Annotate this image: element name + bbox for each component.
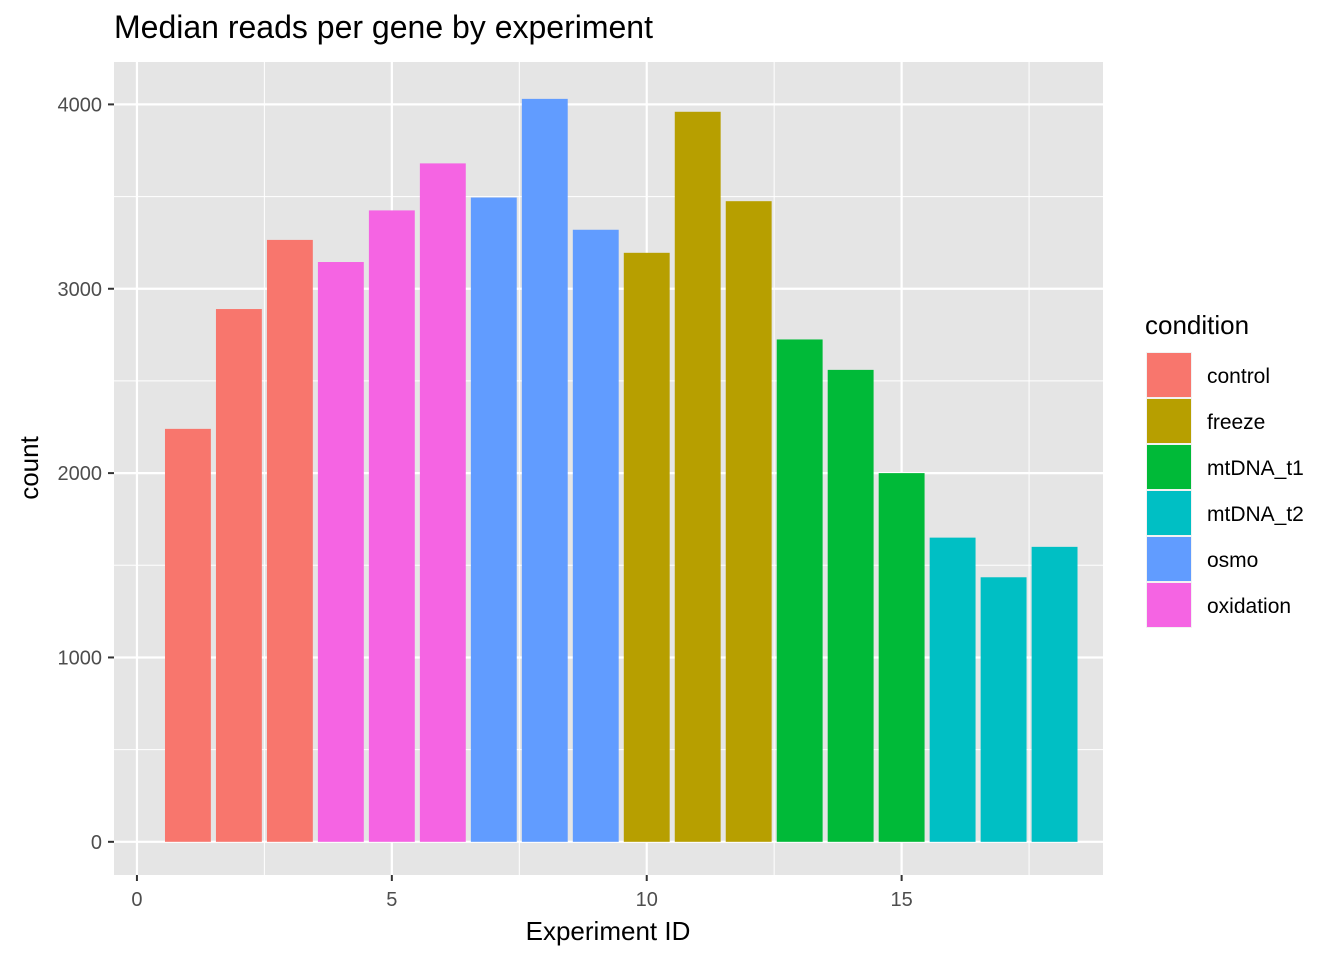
x-axis: 0 5 10 15 (131, 875, 913, 911)
y-tick-label: 3000 (58, 279, 103, 301)
x-tick-label: 15 (891, 889, 913, 911)
legend-swatch-mtDNA_t2 (1147, 491, 1191, 535)
bar-oxidation (317, 262, 364, 842)
y-tick-label: 1000 (58, 647, 103, 669)
y-tick-label: 0 (91, 832, 102, 854)
x-tick-label: 0 (131, 889, 142, 911)
legend: condition control freeze mtDNA_t1 mtDNA_t2o… (1145, 310, 1304, 628)
legend-label-oxidation: oxidation (1207, 595, 1291, 618)
bar-mtDNA_t1 (827, 369, 874, 842)
bar-control (164, 428, 211, 842)
bar-control (215, 309, 262, 842)
x-axis-title: Experiment ID (526, 916, 691, 946)
legend-swatch-oxidation (1147, 583, 1191, 627)
legend-label-osmo: osmo (1207, 549, 1258, 572)
legend-label-freeze: freeze (1207, 411, 1265, 434)
y-axis-title: count (14, 435, 44, 499)
bar-osmo (572, 229, 619, 842)
legend-swatch-osmo (1147, 537, 1191, 581)
bar-freeze (725, 201, 772, 842)
bar-mtDNA_t2 (929, 537, 976, 842)
y-axis: 0 1000 2000 3000 4000 (58, 94, 114, 854)
bar-mtDNA_t2 (1031, 546, 1078, 842)
bar-oxidation (368, 210, 415, 842)
x-tick-label: 10 (636, 889, 658, 911)
legend-label-control: control (1207, 365, 1270, 388)
y-tick-label: 4000 (58, 94, 103, 116)
legend-label-mtDNA_t2: mtDNA_t2 (1207, 503, 1304, 526)
bar-freeze (623, 252, 670, 842)
y-tick-label: 2000 (58, 463, 103, 485)
legend-swatch-mtDNA_t1 (1147, 445, 1191, 489)
legend-title: condition (1145, 310, 1249, 340)
bar-mtDNA_t1 (776, 339, 823, 842)
bar-control (266, 239, 313, 842)
bars-group (164, 98, 1078, 842)
legend-swatch-freeze (1147, 399, 1191, 443)
bar-oxidation (419, 163, 466, 842)
chart-title: Median reads per gene by experiment (114, 9, 653, 45)
bar-osmo (470, 197, 517, 842)
bar-freeze (674, 111, 721, 842)
x-tick-label: 5 (386, 889, 397, 911)
bar-osmo (521, 98, 568, 842)
legend-swatch-control (1147, 353, 1191, 397)
bar-mtDNA_t2 (980, 577, 1027, 842)
legend-label-mtDNA_t1: mtDNA_t1 (1207, 457, 1304, 480)
bar-mtDNA_t1 (878, 473, 925, 842)
